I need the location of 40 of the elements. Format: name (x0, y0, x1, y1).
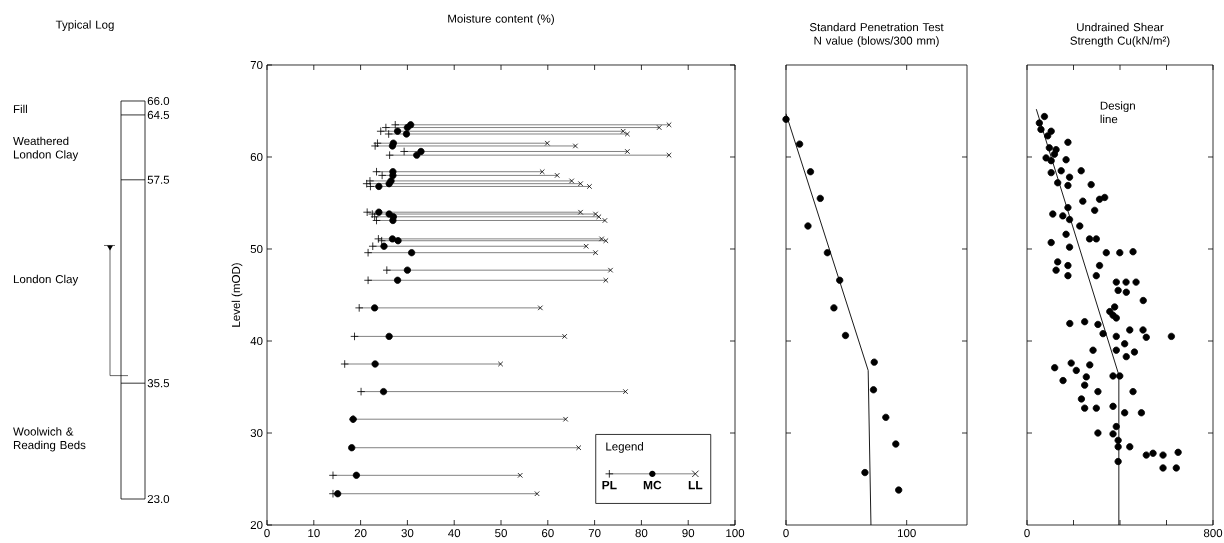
y-tick-label: 30 (250, 428, 263, 438)
legend-label: LL (688, 480, 703, 490)
y-axis-title: Level (mOD) (231, 263, 243, 327)
y-tick-label: 40 (250, 336, 263, 346)
text: 66.0 (147, 96, 170, 106)
x-tick-label: 50 (495, 529, 507, 538)
text: 64.5 (147, 110, 170, 119)
annotation: Design line (1100, 101, 1135, 124)
text: 57.5 (147, 175, 170, 184)
x-tick-label: 80 (635, 529, 648, 538)
legend-title: Legend (606, 442, 643, 453)
text: 23.0 (147, 494, 170, 504)
text: Woolwich & Reading Beds (13, 427, 86, 452)
x-tick-label: 30 (401, 529, 414, 538)
x-tick-label: 100 (726, 529, 745, 538)
legend-label: PL (602, 480, 617, 490)
x-tick-label: 20 (354, 529, 367, 538)
chart-title: Standard Penetration Test N value (blows/300 mm) (809, 22, 944, 47)
y-tick-label: 20 (250, 520, 263, 530)
text: London Clay (13, 274, 79, 286)
text: Weathered London Clay (13, 136, 79, 161)
x-tick-label: 0 (1024, 529, 1030, 538)
x-tick-label: 90 (682, 529, 695, 538)
x-tick-label: 0 (264, 529, 270, 538)
x-tick-label: 0 (783, 529, 789, 538)
text: 35.5 (147, 379, 170, 388)
x-tick-label: 10 (308, 529, 320, 538)
legend-label: MC (643, 480, 662, 490)
text: Typical Log (55, 20, 114, 31)
chart-title: Undrained Shear Strength Cu(kN/m²) (1070, 22, 1170, 47)
x-tick-label: 800 (1203, 529, 1223, 538)
x-tick-label: 60 (541, 529, 554, 538)
y-tick-label: 50 (250, 244, 263, 254)
chart-title: Moisture content (%) (448, 14, 554, 25)
x-tick-label: 40 (448, 529, 461, 538)
y-tick-label: 70 (250, 60, 263, 70)
x-tick-label: 70 (588, 529, 601, 538)
y-tick-label: 60 (250, 152, 263, 162)
text: Fill (13, 104, 27, 114)
x-tick-label: 100 (897, 529, 916, 538)
